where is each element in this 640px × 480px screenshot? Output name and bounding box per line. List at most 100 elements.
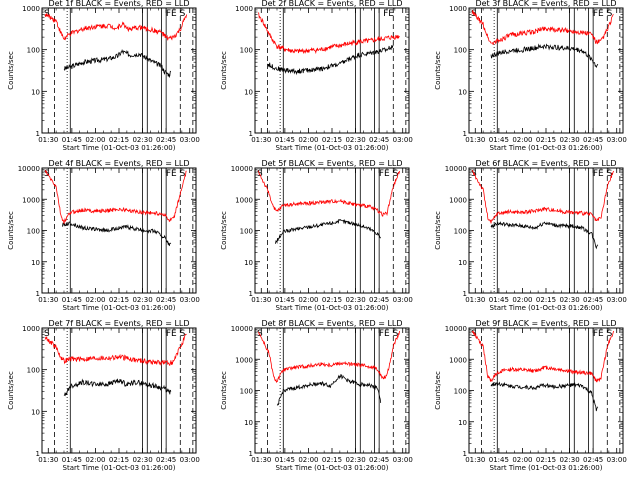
x-tick-label: 02:45 bbox=[156, 296, 176, 304]
series-group bbox=[471, 9, 614, 69]
x-tick-label: 02:00 bbox=[299, 456, 319, 464]
plot-frame bbox=[468, 327, 624, 454]
detector-panel: Det 5f BLACK = Events, RED = LLD S FE S 1 10… bbox=[213, 159, 426, 320]
x-tick-label: 02:30 bbox=[346, 296, 366, 304]
y-tick-label: 10 bbox=[244, 88, 253, 96]
x-tick-label: 02:00 bbox=[512, 456, 532, 464]
x-tick-label: 02:15 bbox=[109, 136, 129, 144]
x-tick-label: 01:45 bbox=[275, 136, 295, 144]
y-tick-label: 1 bbox=[36, 290, 40, 298]
y-tick-label: 100 bbox=[27, 228, 40, 236]
chart-title: Det 9f BLACK = Events, RED = LLD bbox=[475, 319, 616, 328]
series-line-lld bbox=[44, 169, 187, 224]
y-tick-label: 100 bbox=[453, 47, 466, 55]
y-axis-label: Counts/sec bbox=[220, 51, 228, 90]
y-tick-label: 1 bbox=[249, 130, 253, 138]
series-line-events bbox=[490, 381, 598, 412]
x-tick-label: 02:00 bbox=[512, 136, 532, 144]
y-tick-label: 10 bbox=[458, 88, 467, 96]
series-line-lld bbox=[258, 170, 401, 217]
x-tick-label: 02:45 bbox=[156, 456, 176, 464]
series-group bbox=[258, 170, 401, 244]
x-tick-label: 02:45 bbox=[583, 136, 603, 144]
y-tick-label: 10000 bbox=[231, 325, 253, 333]
plot-frame bbox=[254, 7, 410, 134]
y-tick-label: 100 bbox=[240, 388, 253, 396]
series-group bbox=[44, 333, 187, 397]
detector-panel: Det 3f BLACK = Events, RED = LLD S FE S 1 10… bbox=[427, 0, 640, 160]
x-tick-label: 02:15 bbox=[322, 456, 342, 464]
x-tick-label: 02:30 bbox=[559, 296, 579, 304]
y-tick-label: 1000 bbox=[235, 5, 253, 13]
series-line-events bbox=[490, 221, 598, 250]
detector-panel: Det 1f BLACK = Events, RED = LLD S FE S 1 10… bbox=[0, 0, 213, 160]
series-group bbox=[471, 330, 614, 412]
y-tick-label: 1 bbox=[36, 450, 40, 458]
chart-title: Det 8f BLACK = Events, RED = LLD bbox=[262, 319, 403, 328]
x-tick-label: 01:30 bbox=[251, 456, 271, 464]
y-tick-label: 10 bbox=[31, 88, 40, 96]
marker-label-right: FE bbox=[383, 9, 394, 19]
marker-label-right: FE S bbox=[592, 329, 612, 339]
y-tick-label: 1000 bbox=[449, 356, 467, 364]
x-tick-label: 02:15 bbox=[536, 456, 556, 464]
x-tick-label: 01:30 bbox=[465, 136, 485, 144]
series-line-events bbox=[267, 44, 394, 76]
chart-title: Det 2f BLACK = Events, RED = LLD bbox=[262, 0, 403, 8]
x-tick-label: 02:15 bbox=[109, 456, 129, 464]
chart-title: Det 5f BLACK = Events, RED = LLD bbox=[262, 159, 403, 168]
y-tick-label: 1000 bbox=[22, 5, 40, 13]
marker-label-left: S bbox=[44, 329, 50, 339]
series-line-lld bbox=[44, 13, 187, 41]
x-tick-label: 02:45 bbox=[369, 136, 389, 144]
y-tick-label: 1000 bbox=[235, 356, 253, 364]
series-group bbox=[44, 13, 187, 79]
x-tick-label: 01:45 bbox=[275, 456, 295, 464]
marker-label-right: FE S bbox=[166, 9, 186, 19]
x-tick-label: 01:45 bbox=[488, 136, 508, 144]
y-tick-label: 1 bbox=[462, 290, 466, 298]
detector-panel: Det 6f BLACK = Events, RED = LLD S FE S 1 10… bbox=[427, 159, 640, 320]
y-tick-label: 1000 bbox=[449, 196, 467, 204]
y-axis-label: Counts/sec bbox=[7, 51, 15, 90]
series-line-events bbox=[275, 218, 382, 244]
y-tick-label: 10 bbox=[244, 259, 253, 267]
y-tick-label: 100 bbox=[27, 367, 40, 375]
plot-frame bbox=[41, 327, 197, 454]
x-tick-label: 02:15 bbox=[322, 136, 342, 144]
chart-title: Det 4f BLACK = Events, RED = LLD bbox=[48, 159, 189, 168]
x-tick-label: 02:30 bbox=[346, 136, 366, 144]
y-tick-label: 10000 bbox=[231, 165, 253, 173]
x-tick-label: 01:30 bbox=[38, 136, 58, 144]
x-tick-label: 02:15 bbox=[536, 296, 556, 304]
y-tick-label: 10 bbox=[244, 419, 253, 427]
plot-frame bbox=[468, 7, 624, 134]
x-tick-label: 02:00 bbox=[85, 296, 105, 304]
y-tick-label: 10 bbox=[31, 259, 40, 267]
chart-title: Det 6f BLACK = Events, RED = LLD bbox=[475, 159, 616, 168]
y-tick-label: 10000 bbox=[444, 165, 466, 173]
x-tick-label: 02:00 bbox=[85, 136, 105, 144]
y-tick-label: 1 bbox=[36, 130, 40, 138]
x-tick-label: 03:00 bbox=[180, 136, 200, 144]
marker-label-right: FE S bbox=[592, 169, 612, 179]
marker-label-right: FE S bbox=[379, 169, 399, 179]
x-tick-label: 01:45 bbox=[62, 136, 82, 144]
x-axis-label: Start Time (01-Oct-03 01:26:00) bbox=[276, 144, 389, 152]
detector-panel: Det 8f BLACK = Events, RED = LLD S FE S 1 10… bbox=[213, 319, 426, 480]
y-tick-label: 10 bbox=[31, 408, 40, 416]
x-tick-label: 03:00 bbox=[180, 456, 200, 464]
series-group bbox=[471, 169, 614, 250]
marker-label-right: FE S bbox=[166, 329, 186, 339]
x-axis-label: Start Time (01-Oct-03 01:26:00) bbox=[489, 464, 602, 472]
x-tick-label: 01:30 bbox=[38, 456, 58, 464]
y-tick-label: 1000 bbox=[449, 5, 467, 13]
series-line-lld bbox=[44, 333, 187, 366]
series-line-lld bbox=[471, 169, 614, 224]
